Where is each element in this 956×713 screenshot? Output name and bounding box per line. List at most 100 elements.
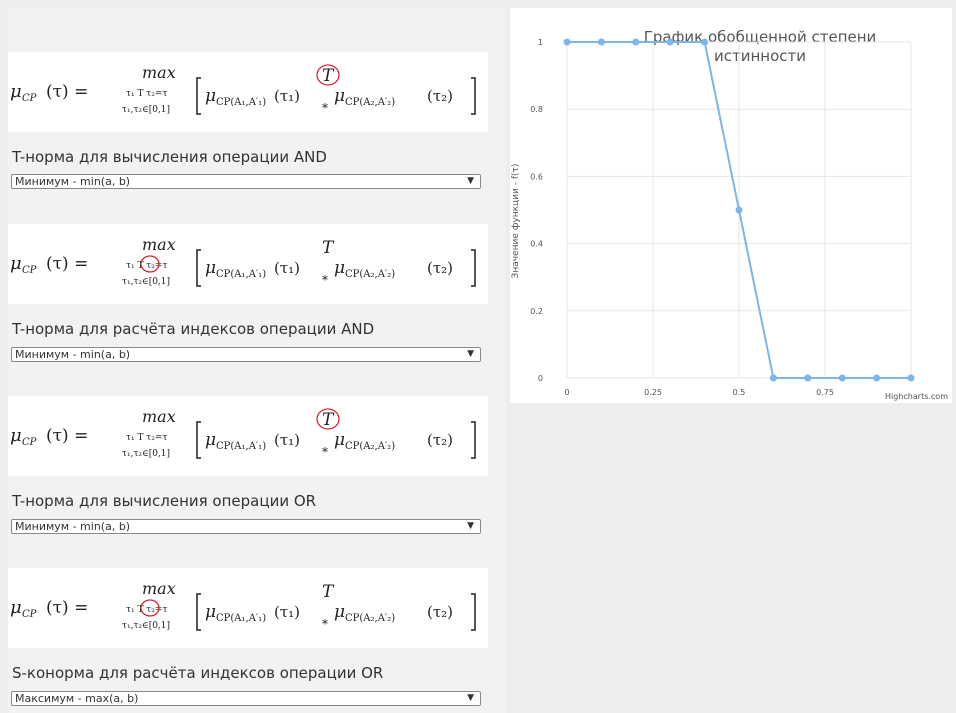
- formula-term1: μ: [205, 258, 216, 278]
- formula-lhs-arg: (τ) =: [46, 598, 88, 618]
- formula-lhs: μ: [10, 253, 22, 274]
- formula-max: max: [142, 579, 176, 598]
- tnorm-and-compute-select[interactable]: Минимум - min(a, b) ▼: [11, 174, 481, 189]
- formula-lhs: μ: [10, 81, 22, 102]
- formula-term2: μ: [334, 86, 345, 106]
- bracket-left: [196, 249, 201, 287]
- data-point: [632, 38, 640, 46]
- formula-tau2: (τ₂): [427, 259, 453, 277]
- formula-term1-sub: CP(A₁,A′₁): [216, 97, 266, 108]
- settings-panel: μ CP (τ) = max τ₁ T τ₂=τ τ₁,τ₂∈[0,1] μ C…: [8, 8, 506, 713]
- formula-lhs: μ: [10, 425, 22, 446]
- formula-lhs: μ: [10, 597, 22, 618]
- data-point: [597, 38, 605, 46]
- data-point: [666, 38, 674, 46]
- x-tick-label: 0.5: [733, 388, 746, 397]
- snorm-or-index-select[interactable]: Максимум - max(a, b) ▼: [11, 691, 481, 706]
- formula-under1: τ₁ T τ₂=τ: [126, 605, 167, 615]
- formula-under1: τ₁ T τ₂=τ: [126, 261, 167, 271]
- highcharts-credit[interactable]: Highcharts.com: [885, 392, 948, 401]
- formula-term1-sub: CP(A₁,A′₁): [216, 269, 266, 280]
- formula-T: T: [322, 66, 335, 86]
- data-point: [563, 38, 571, 46]
- bracket-left: [196, 421, 201, 459]
- formula-image: μ CP (τ) = max τ₁ T τ₂=τ τ₁,τ₂∈[0,1] μ C…: [8, 224, 488, 304]
- formula-term1-sub: CP(A₁,A′₁): [216, 613, 266, 624]
- formula-under1: τ₁ T τ₂=τ: [126, 89, 167, 99]
- bracket-right: [471, 593, 476, 631]
- dropdown-arrow-icon: ▼: [467, 521, 474, 531]
- formula-term2: μ: [334, 258, 345, 278]
- y-tick-label: 1: [538, 38, 543, 47]
- formula-term2-sub: CP(A₂,A′₂): [345, 97, 395, 108]
- formula-term1: μ: [205, 602, 216, 622]
- highlight-circle: [140, 599, 160, 617]
- formula-lhs-sub: CP: [22, 609, 37, 620]
- formula-svg: μ CP (τ) = max τ₁ T τ₂=τ τ₁,τ₂∈[0,1] μ C…: [10, 579, 476, 631]
- truth-degree-chart: График обобщенной степени истинности Зна…: [510, 8, 952, 403]
- formula-tau1: (τ₁): [274, 431, 300, 449]
- formula-under2: τ₁,τ₂∈[0,1]: [122, 621, 170, 631]
- tnorm-or-compute-select[interactable]: Минимум - min(a, b) ▼: [11, 519, 481, 534]
- formula-lhs-arg: (τ) =: [46, 82, 88, 102]
- chart-svg: График обобщенной степени истинности Зна…: [511, 28, 948, 401]
- formula-T: T: [322, 582, 335, 602]
- section-label-or-compute: T-норма для вычисления операции OR: [12, 492, 317, 510]
- highlight-circle: [140, 255, 160, 273]
- x-tick-labels: 0 0.25 0.5 0.75: [564, 388, 833, 397]
- formula-term2-sub: CP(A₂,A′₂): [345, 269, 395, 280]
- formula-under1: τ₁ T τ₂=τ: [126, 433, 167, 443]
- select-value: Минимум - min(a, b): [15, 348, 131, 361]
- x-tick-label: 0.25: [644, 388, 662, 397]
- formula-lhs-sub: CP: [22, 265, 37, 276]
- formula-star: *: [322, 445, 328, 459]
- data-point: [735, 206, 743, 214]
- formula-image: μ CP (τ) = max τ₁ T τ₂=τ τ₁,τ₂∈[0,1] μ C…: [8, 396, 488, 476]
- dropdown-arrow-icon: ▼: [467, 349, 474, 359]
- bracket-left: [196, 77, 201, 115]
- y-tick-label: 0.4: [530, 240, 543, 249]
- formula-svg: μ CP (τ) = max τ₁ T τ₂=τ τ₁,τ₂∈[0,1] μ C…: [10, 235, 476, 287]
- data-point: [804, 374, 812, 382]
- formula-tau2: (τ₂): [427, 431, 453, 449]
- data-point: [907, 374, 915, 382]
- formula-tau1: (τ₁): [274, 87, 300, 105]
- x-tick-label: 0.75: [816, 388, 834, 397]
- formula-max: max: [142, 63, 176, 82]
- formula-lhs-sub: CP: [22, 437, 37, 448]
- formula-term2: μ: [334, 430, 345, 450]
- formula-svg: μ CP (τ) = max τ₁ T τ₂=τ τ₁,τ₂∈[0,1] μ C…: [10, 407, 476, 459]
- formula-tau2: (τ₂): [427, 87, 453, 105]
- formula-image: μ CP (τ) = max τ₁ T τ₂=τ τ₁,τ₂∈[0,1] μ C…: [8, 568, 488, 648]
- formula-lhs-arg: (τ) =: [46, 254, 88, 274]
- formula-T: T: [322, 238, 335, 258]
- formula-under2: τ₁,τ₂∈[0,1]: [122, 105, 170, 115]
- bracket-right: [471, 421, 476, 459]
- select-value: Минимум - min(a, b): [15, 520, 131, 533]
- formula-svg: μ CP (τ) = max τ₁ T τ₂=τ τ₁,τ₂∈[0,1] μ C…: [10, 63, 476, 115]
- tnorm-and-index-select[interactable]: Минимум - min(a, b) ▼: [11, 347, 481, 362]
- formula-under2: τ₁,τ₂∈[0,1]: [122, 449, 170, 459]
- data-point: [769, 374, 777, 382]
- formula-image: μ CP (τ) = max τ₁ T τ₂=τ τ₁,τ₂∈[0,1] μ C…: [8, 52, 488, 132]
- y-tick-label: 0.2: [530, 307, 543, 316]
- formula-term1: μ: [205, 430, 216, 450]
- y-axis-label: Значение функции - f(τ): [511, 164, 521, 279]
- formula-star: *: [322, 101, 328, 115]
- section-label-or-index: S-конорма для расчёта индексов операции …: [12, 664, 384, 682]
- formula-star: *: [322, 273, 328, 287]
- select-value: Минимум - min(a, b): [15, 175, 131, 188]
- highlight-circle: [316, 64, 340, 86]
- chart-title-line1: График обобщенной степени: [644, 28, 877, 46]
- chart-title-line2: истинности: [714, 47, 806, 65]
- bracket-right: [471, 77, 476, 115]
- formula-T: T: [322, 410, 335, 430]
- dropdown-arrow-icon: ▼: [467, 693, 474, 703]
- formula-term2-sub: CP(A₂,A′₂): [345, 441, 395, 452]
- formula-tau1: (τ₁): [274, 603, 300, 621]
- formula-lhs-sub: CP: [22, 93, 37, 104]
- section-label-and-index: T-норма для расчёта индексов операции AN…: [12, 320, 375, 338]
- formula-tau2: (τ₂): [427, 603, 453, 621]
- formula-term2: μ: [334, 602, 345, 622]
- y-tick-label: 0.8: [530, 105, 543, 114]
